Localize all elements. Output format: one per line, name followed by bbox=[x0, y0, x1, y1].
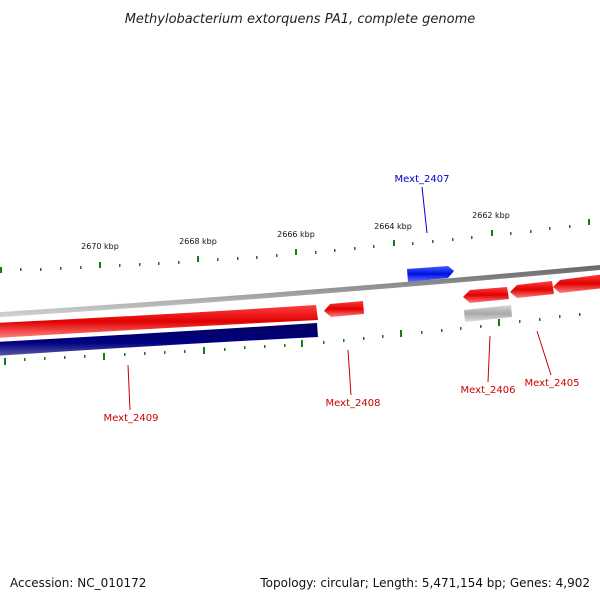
scale-label-2664: 2664 kbp bbox=[374, 222, 412, 231]
scale-label-2670: 2670 kbp bbox=[81, 242, 119, 251]
label-mext-2409[interactable]: Mext_2409 bbox=[104, 413, 159, 424]
gene-mext-2406[interactable] bbox=[463, 287, 509, 303]
leader-mext-2407 bbox=[421, 186, 428, 234]
label-mext-2406[interactable]: Mext_2406 bbox=[461, 385, 516, 396]
leader-mext-2409 bbox=[127, 364, 131, 411]
scale-label-2666: 2666 kbp bbox=[277, 230, 315, 239]
scale-label-2668: 2668 kbp bbox=[179, 237, 217, 246]
gene-mext-2409[interactable] bbox=[0, 305, 318, 338]
gene-adjacent-right[interactable] bbox=[553, 274, 600, 293]
leader-mext-2405 bbox=[536, 330, 552, 376]
accession-text: Accession: NC_010172 bbox=[10, 576, 147, 590]
gene-gray-pseudo[interactable] bbox=[464, 305, 512, 322]
gene-mext-2408[interactable] bbox=[324, 301, 364, 317]
gene-navy-reverse[interactable] bbox=[0, 323, 318, 356]
inner-tick-track bbox=[4, 313, 581, 365]
leader-mext-2408 bbox=[347, 349, 352, 396]
genome-backbone bbox=[0, 264, 600, 318]
label-mext-2407[interactable]: Mext_2407 bbox=[395, 174, 450, 185]
gene-mext-2407[interactable] bbox=[407, 266, 454, 282]
gene-mext-2405[interactable] bbox=[510, 281, 554, 298]
genome-stats-text: Topology: circular; Length: 5,471,154 bp… bbox=[260, 576, 590, 590]
scale-label-2662: 2662 kbp bbox=[472, 211, 510, 220]
label-mext-2408[interactable]: Mext_2408 bbox=[326, 398, 381, 409]
outer-tick-track bbox=[0, 219, 590, 273]
label-mext-2405[interactable]: Mext_2405 bbox=[525, 378, 580, 389]
map-title: Methylobacterium extorquens PA1, complet… bbox=[125, 12, 476, 27]
leader-mext-2406 bbox=[487, 335, 491, 383]
